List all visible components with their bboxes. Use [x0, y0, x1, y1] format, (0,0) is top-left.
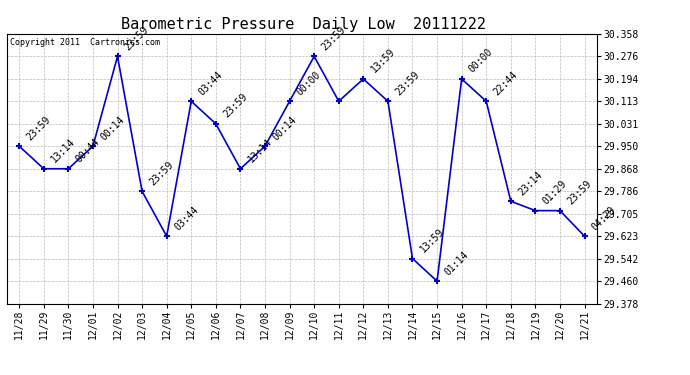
- Text: 00:00: 00:00: [467, 47, 495, 75]
- Text: 00:00: 00:00: [295, 69, 323, 97]
- Text: 22:44: 22:44: [492, 69, 520, 97]
- Text: Barometric Pressure  Daily Low  20111222: Barometric Pressure Daily Low 20111222: [121, 17, 486, 32]
- Text: 13:59: 13:59: [418, 226, 446, 254]
- Text: 23:14: 23:14: [516, 169, 544, 197]
- Text: 00:14: 00:14: [99, 114, 126, 142]
- Text: 04:29: 04:29: [590, 204, 618, 232]
- Text: Copyright 2011  Cartronics.com: Copyright 2011 Cartronics.com: [10, 38, 160, 47]
- Text: 03:44: 03:44: [197, 69, 225, 97]
- Text: 23:59: 23:59: [319, 24, 348, 52]
- Text: 23:59: 23:59: [148, 159, 175, 187]
- Text: 13:14: 13:14: [246, 137, 274, 165]
- Text: 00:44: 00:44: [74, 137, 101, 165]
- Text: 13:14: 13:14: [49, 137, 77, 165]
- Text: 03:44: 03:44: [172, 204, 200, 232]
- Text: 23:59: 23:59: [393, 69, 422, 97]
- Text: 01:14: 01:14: [442, 249, 471, 277]
- Text: 13:59: 13:59: [369, 47, 397, 75]
- Text: 23:59: 23:59: [221, 92, 249, 120]
- Text: 01:29: 01:29: [541, 178, 569, 207]
- Text: 00:14: 00:14: [270, 114, 298, 142]
- Text: 23:59: 23:59: [123, 24, 151, 52]
- Text: 23:59: 23:59: [566, 178, 593, 207]
- Text: 23:59: 23:59: [25, 114, 52, 142]
